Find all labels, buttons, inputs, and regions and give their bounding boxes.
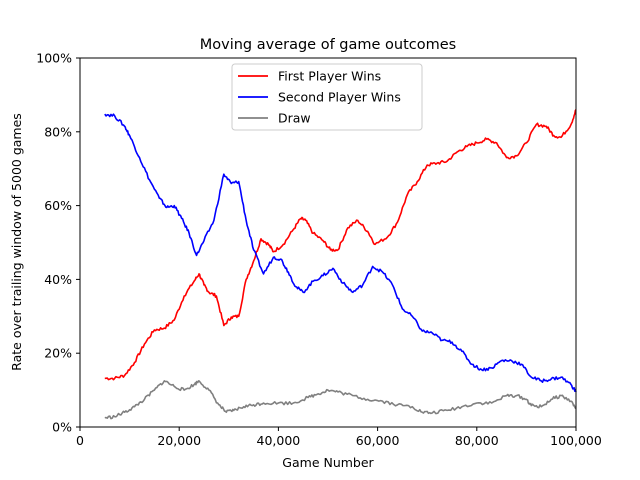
y-tick-label: 0%: [52, 420, 72, 435]
x-tick-label: 40,000: [257, 433, 301, 448]
series-line-1: [104, 109, 577, 381]
x-tick-label: 100,000: [550, 433, 602, 448]
y-axis-label: Rate over trailing window of 5000 games: [9, 113, 24, 371]
legend-label: Draw: [278, 111, 311, 126]
plot-frame: [79, 57, 577, 428]
x-tick-label: 80,000: [455, 433, 499, 448]
series-lines: [104, 109, 577, 420]
y-tick-label: 60%: [44, 198, 72, 213]
legend: First Player Wins Second Player Wins Draw: [231, 63, 423, 131]
x-axis-label: Game Number: [282, 455, 374, 470]
y-tick-label: 100%: [36, 51, 72, 66]
series-line-2: [104, 113, 577, 393]
series-line-3: [104, 380, 577, 420]
x-tick-label: 20,000: [157, 433, 201, 448]
x-axis: 0 20,000 40,000 60,000 80,000 100,000: [76, 427, 602, 448]
legend-label: First Player Wins: [278, 69, 381, 84]
x-tick-label: 60,000: [356, 433, 400, 448]
y-axis: 0% 20% 40% 60% 80% 100%: [36, 51, 80, 435]
legend-box: [231, 63, 423, 131]
x-tick-label: 0: [76, 433, 84, 448]
chart-title: Moving average of game outcomes: [200, 37, 456, 53]
y-tick-label: 20%: [44, 346, 72, 361]
legend-items: First Player Wins Second Player Wins Draw: [238, 69, 401, 126]
legend-label: Second Player Wins: [278, 90, 401, 105]
y-tick-label: 40%: [44, 272, 72, 287]
y-tick-label: 80%: [44, 124, 72, 139]
